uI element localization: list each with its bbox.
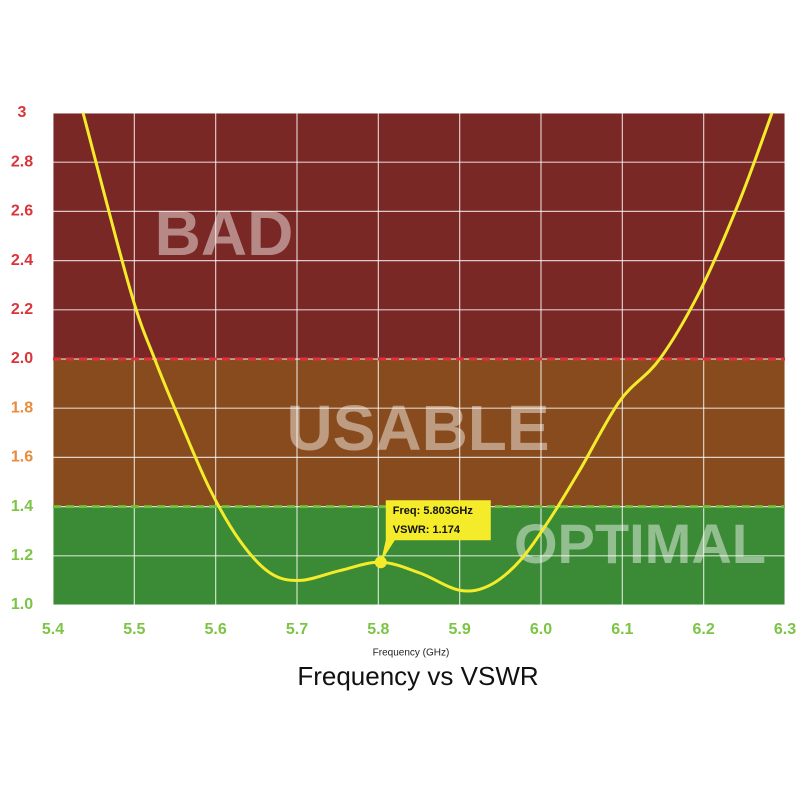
x-tick-label: 5.7 xyxy=(286,621,308,638)
x-tick-label: 6.1 xyxy=(611,621,633,638)
y-tick-label: 1.6 xyxy=(11,449,33,466)
x-tick-label: 5.4 xyxy=(42,621,64,638)
y-tick-label: 2.8 xyxy=(11,153,33,170)
y-tick-label: 1.4 xyxy=(11,498,33,515)
x-tick-label: 6.0 xyxy=(530,621,552,638)
data-line xyxy=(81,112,774,593)
y-tick-label: 1.0 xyxy=(11,596,33,613)
callout-box xyxy=(380,500,491,563)
x-tick-label: 5.5 xyxy=(123,621,145,638)
zone xyxy=(53,113,785,359)
zone-label: OPTIMAL xyxy=(514,512,766,575)
zone xyxy=(53,359,785,507)
x-tick-label: 5.6 xyxy=(205,621,227,638)
zone-label: USABLE xyxy=(286,392,549,464)
chart-title: Frequency vs VSWR xyxy=(297,661,538,691)
x-axis-label: Frequency (GHz) xyxy=(373,648,450,659)
y-tick-label: 2.4 xyxy=(11,252,33,269)
zone-label: BAD xyxy=(155,197,294,269)
callout-text: VSWR: 1.174 xyxy=(393,524,461,536)
y-tick-label: 2.2 xyxy=(11,301,33,318)
y-tick-label: 2.0 xyxy=(11,350,33,367)
y-tick-label: 1.8 xyxy=(11,399,33,416)
callout-text: Freq: 5.803GHz xyxy=(393,505,474,517)
x-tick-label: 5.9 xyxy=(449,621,471,638)
y-tick-label: 1.2 xyxy=(11,547,33,564)
y-tick-label: 2.6 xyxy=(11,203,33,220)
x-tick-label: 5.8 xyxy=(367,621,389,638)
x-tick-label: 6.2 xyxy=(693,621,715,638)
y-tick-label: 3 xyxy=(18,104,27,121)
x-tick-label: 6.3 xyxy=(774,621,796,638)
